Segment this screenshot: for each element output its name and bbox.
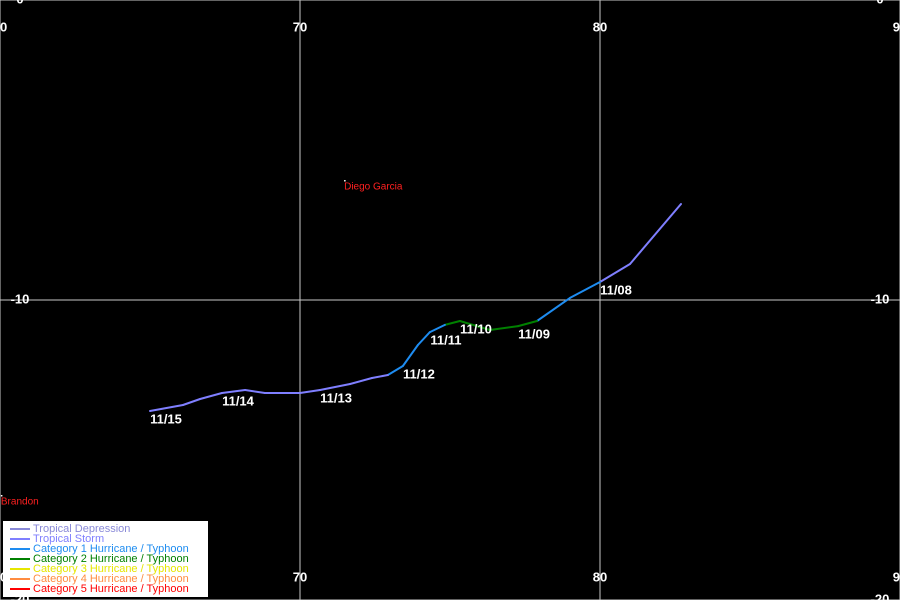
legend-label: Category 2 Hurricane / Typhoon xyxy=(33,553,189,565)
lat-label: 0 xyxy=(16,0,23,6)
track-segment xyxy=(599,263,631,283)
place-dot xyxy=(344,180,346,182)
track-segment xyxy=(244,389,266,394)
legend-label: Tropical Storm xyxy=(33,533,104,545)
lon-label: 60 xyxy=(0,19,7,34)
track-segment xyxy=(428,323,446,334)
date-label: 11/11 xyxy=(430,333,461,348)
track-segment xyxy=(149,404,184,412)
lat-label: -10 xyxy=(871,291,890,306)
track-segment xyxy=(629,203,682,265)
place-label: Diego Garcia xyxy=(344,182,403,193)
track-segment xyxy=(221,389,247,394)
date-label: 11/13 xyxy=(320,390,352,405)
lon-label: 80 xyxy=(593,19,607,34)
legend-label: Tropical Depression xyxy=(33,523,130,535)
track-segment xyxy=(443,320,461,326)
track-segment xyxy=(416,331,431,346)
place-label: Brandon xyxy=(1,497,39,508)
track-segment xyxy=(536,296,571,322)
legend-label: Category 1 Hurricane / Typhoon xyxy=(33,543,189,555)
track-segment xyxy=(299,389,322,394)
track-segment xyxy=(371,374,389,379)
lat-label: -10 xyxy=(11,291,30,306)
date-label: 11/15 xyxy=(150,411,182,426)
date-label: 11/12 xyxy=(403,366,435,381)
lat-label: 0 xyxy=(876,0,883,6)
track-segment xyxy=(569,281,601,299)
track-segment xyxy=(182,398,202,406)
date-label: 11/08 xyxy=(600,282,632,297)
track-segment xyxy=(386,365,404,376)
lon-label: 70 xyxy=(293,19,307,34)
lat-label: -20 xyxy=(871,591,890,600)
lon-label: 90 xyxy=(893,569,900,584)
lon-label: 70 xyxy=(293,569,307,584)
track-segment xyxy=(517,320,538,328)
date-label: 11/09 xyxy=(518,327,550,342)
date-label: 11/10 xyxy=(460,321,492,336)
track-segment xyxy=(488,325,520,331)
lon-label: 90 xyxy=(893,19,900,34)
track-segment xyxy=(199,392,223,400)
date-label: 11/14 xyxy=(222,393,255,408)
track-segment xyxy=(458,320,491,331)
place-dot xyxy=(0,495,3,497)
legend-label: Category 5 Hurricane / Typhoon xyxy=(33,583,189,595)
lon-label: 80 xyxy=(593,569,607,584)
legend-label: Category 3 Hurricane / Typhoon xyxy=(33,563,189,575)
track-segment xyxy=(319,383,352,391)
track-segment xyxy=(401,344,419,367)
track-segment xyxy=(349,377,373,385)
legend-label: Category 4 Hurricane / Typhoon xyxy=(33,573,189,585)
legend-box xyxy=(3,521,208,597)
